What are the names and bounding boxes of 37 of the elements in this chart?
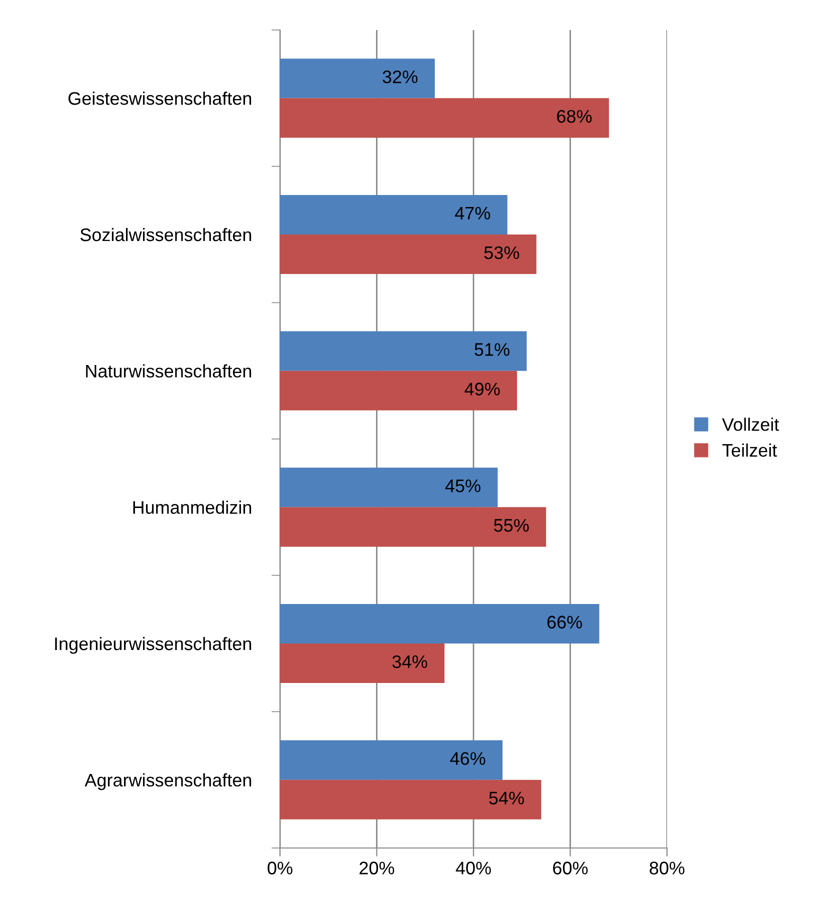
data-label: 55% bbox=[494, 519, 529, 532]
data-label: 34% bbox=[392, 655, 428, 668]
bar bbox=[280, 58, 435, 98]
y-tick-label: Ingenieurwissenschaften bbox=[55, 636, 252, 654]
bar bbox=[280, 194, 508, 234]
data-label: 68% bbox=[557, 110, 592, 123]
x-tick-label: 80% bbox=[650, 862, 684, 874]
bar bbox=[280, 740, 503, 780]
data-label: 54% bbox=[489, 792, 524, 804]
y-tick-label: Naturwissenschaften bbox=[86, 364, 252, 378]
data-label: 66% bbox=[547, 616, 582, 629]
x-tick-label: 60% bbox=[553, 862, 588, 874]
y-tick-label: Geisteswissenschaften bbox=[68, 92, 252, 105]
legend-label: Vollzeit bbox=[722, 418, 780, 431]
data-label: 45% bbox=[445, 480, 480, 492]
x-tick-label: 20% bbox=[360, 862, 394, 874]
bar bbox=[280, 331, 527, 371]
data-label: 46% bbox=[450, 752, 486, 765]
bar bbox=[280, 98, 609, 138]
data-label: 32% bbox=[382, 70, 418, 84]
bar bbox=[280, 604, 600, 644]
y-tick-label: Sozialwissenschaften bbox=[80, 228, 252, 242]
legend-label: Teilzeit bbox=[722, 444, 777, 457]
bar bbox=[280, 780, 542, 820]
y-tick-label: Humanmedizin bbox=[133, 500, 252, 514]
bar bbox=[280, 507, 546, 547]
x-tick-label: 40% bbox=[456, 862, 491, 874]
data-label: 51% bbox=[474, 343, 510, 356]
data-label: 53% bbox=[484, 246, 520, 260]
data-label: 49% bbox=[464, 382, 500, 396]
data-label: 47% bbox=[455, 206, 490, 220]
bar bbox=[280, 468, 498, 508]
bar bbox=[280, 644, 444, 684]
bar bbox=[280, 370, 518, 410]
y-tick-label: Agrarwissenschaften bbox=[84, 773, 252, 790]
x-tick-label: 0% bbox=[268, 862, 292, 874]
bar bbox=[280, 234, 536, 274]
